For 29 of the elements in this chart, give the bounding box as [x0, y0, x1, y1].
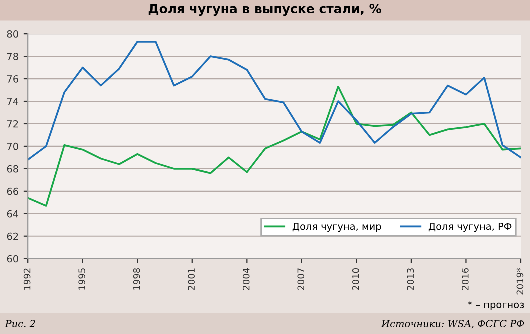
x-tick-label: 2007: [298, 268, 305, 290]
y-tick-label: 78: [7, 53, 18, 60]
line-series: [28, 86, 521, 207]
chart-title: Доля чугуна в выпуске стали, %: [148, 4, 382, 16]
y-tick-label: 68: [7, 165, 18, 173]
y-tick-label: 62: [7, 232, 18, 240]
y-tick-label: 76: [7, 76, 18, 83]
legend-label: Доля чугуна, мир: [292, 223, 382, 232]
x-tick-label: 1998: [133, 268, 140, 290]
line-series: [28, 41, 521, 161]
y-tick-label: 70: [7, 142, 18, 150]
x-tick-label: 1992: [24, 268, 31, 290]
text: Рис. 2: [5, 320, 36, 328]
x-tick-label: 2010: [352, 268, 360, 290]
x-tick-label: 2001: [188, 268, 196, 290]
x-tick-label: 2019*: [516, 268, 524, 295]
y-tick-label: 66: [7, 188, 18, 196]
x-tick-label: 1995: [78, 268, 86, 290]
x-tick-label: 2013: [407, 268, 414, 290]
y-tick-label: 60: [7, 255, 18, 263]
y-tick-label: 80: [7, 30, 18, 38]
y-tick-label: 72: [7, 120, 18, 128]
y-tick-label: 64: [7, 210, 19, 218]
text: * – прогноз: [468, 301, 524, 310]
x-tick-label: 2004: [242, 268, 250, 290]
x-tick-label: 2016: [462, 268, 469, 290]
text: Источники: WSA, ФСГС РФ: [381, 320, 524, 329]
legend-label: Доля чугуна, РФ: [428, 223, 512, 232]
y-tick-label: 74: [7, 98, 19, 106]
